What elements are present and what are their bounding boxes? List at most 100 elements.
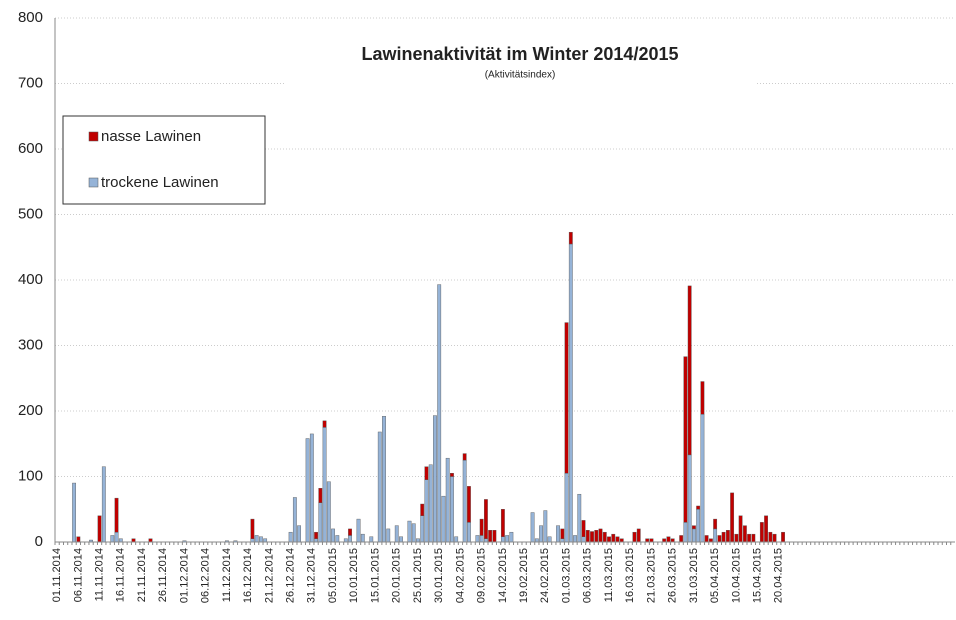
bar (721, 531, 726, 543)
bar (331, 528, 335, 543)
bar (305, 438, 310, 543)
bar (475, 535, 480, 543)
bar (687, 454, 692, 543)
x-tick-label: 11.11.2014 (93, 548, 105, 601)
bar (759, 522, 764, 543)
bar (424, 466, 429, 480)
x-tick-label: 01.03.2015 (560, 548, 572, 603)
x-tick-label: 16.03.2015 (624, 548, 636, 603)
bar (450, 473, 454, 477)
bar (445, 457, 450, 543)
legend-swatch (88, 177, 99, 188)
bar (751, 533, 756, 543)
x-tick-label: 30.01.2015 (433, 548, 445, 603)
bar (369, 536, 374, 543)
bar (683, 356, 688, 523)
bars (72, 231, 785, 543)
bar (692, 525, 696, 530)
bar (683, 522, 688, 543)
bar (768, 531, 773, 543)
chart-title: Lawinenaktivität im Winter 2014/2015 (362, 44, 679, 64)
bar (110, 535, 115, 543)
x-tick-label: 11.12.2014 (221, 548, 233, 602)
bar (492, 530, 497, 543)
bar (348, 528, 352, 536)
bar (713, 528, 718, 543)
bar (679, 535, 684, 543)
bar (479, 535, 484, 543)
bar (318, 488, 323, 503)
legend-box (62, 115, 266, 205)
bar (424, 479, 429, 543)
x-tick-label: 01.11.2014 (51, 548, 63, 602)
bar (560, 528, 565, 539)
bar (615, 536, 620, 543)
bar (704, 535, 709, 543)
bar (254, 535, 259, 543)
bar (377, 431, 382, 543)
bar (314, 531, 318, 539)
bar (114, 531, 119, 543)
x-tick-label: 21.03.2015 (645, 548, 657, 603)
bar (297, 525, 302, 543)
bar (539, 525, 543, 543)
y-tick-label: 600 (18, 140, 43, 157)
bar (602, 531, 607, 543)
bar (509, 531, 514, 543)
bar (505, 535, 510, 543)
x-tick-label: 06.12.2014 (200, 548, 212, 603)
bar (713, 518, 718, 530)
x-tick-label: 01.12.2014 (178, 548, 190, 603)
x-tick-label: 31.12.2014 (306, 548, 318, 603)
bar (636, 528, 641, 543)
bar (348, 535, 352, 543)
bar (581, 520, 586, 537)
bar (288, 531, 293, 543)
bar (666, 536, 671, 543)
bar (607, 536, 611, 543)
bar (764, 515, 768, 543)
x-tick-label: 11.03.2015 (603, 548, 615, 602)
x-tick-label: 05.04.2015 (709, 548, 721, 603)
bar (433, 415, 437, 543)
y-tick-label: 100 (18, 467, 43, 484)
x-tick-label: 21.12.2014 (263, 548, 275, 603)
bar (428, 464, 433, 543)
bar (725, 530, 730, 543)
x-tick-label: 15.04.2015 (752, 548, 764, 603)
x-tick-label: 10.04.2015 (730, 548, 742, 603)
bar (72, 482, 77, 543)
y-tick-label: 800 (18, 9, 43, 26)
bar (700, 381, 705, 415)
bar (590, 531, 594, 543)
bar (500, 509, 505, 537)
bar (382, 416, 386, 543)
bar (479, 518, 484, 536)
bar (292, 497, 297, 543)
bar (399, 536, 403, 543)
bar (547, 536, 552, 543)
bar (500, 536, 505, 543)
bar (738, 515, 743, 543)
bar (407, 520, 412, 543)
bar (467, 522, 471, 543)
x-tick-label: 20.01.2015 (391, 548, 403, 603)
x-tick-label: 24.02.2015 (539, 548, 551, 603)
x-tick-label: 05.01.2015 (327, 548, 339, 603)
bar (573, 535, 577, 543)
y-tick-label: 0 (35, 533, 43, 550)
bar (420, 503, 425, 517)
bar (543, 510, 548, 543)
bar (326, 481, 331, 543)
bar (611, 533, 616, 543)
legend: nasse Lawinen trockene Lawinen (62, 115, 266, 205)
x-tick-label: 16.12.2014 (242, 548, 254, 603)
bar (322, 420, 327, 428)
bar (467, 486, 471, 523)
bar (97, 515, 102, 543)
legend-swatch (88, 131, 99, 142)
x-tick-label: 04.02.2015 (454, 548, 466, 603)
bar (742, 525, 747, 543)
bar (687, 285, 692, 456)
x-tick-label: 25.01.2015 (412, 548, 424, 603)
